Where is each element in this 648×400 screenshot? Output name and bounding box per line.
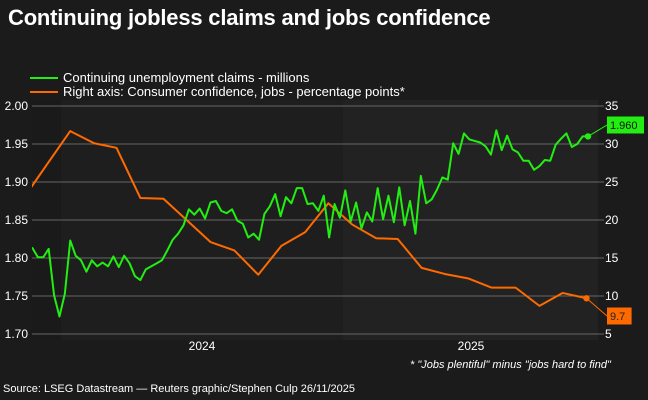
confidence-line: [32, 130, 587, 307]
legend-label-claims: Continuing unemployment claims - million…: [63, 70, 310, 85]
y-right-tick-label: 10: [605, 289, 619, 303]
y-left-tick-label: 1.80: [5, 251, 29, 265]
value-badge-text: 9.7: [610, 311, 625, 323]
claims-line: [32, 129, 589, 318]
chart-title: Continuing jobless claims and jobs confi…: [8, 5, 491, 30]
legend-swatch-green: [30, 76, 58, 79]
y-right-tick-label: 30: [605, 137, 619, 151]
value-badge-leader: [586, 297, 608, 317]
legend-item-confidence: Right axis: Consumer confidence, jobs - …: [30, 84, 405, 99]
y-right-tick-label: 20: [605, 213, 619, 227]
y-left-tick-label: 1.85: [5, 213, 29, 227]
legend-swatch-orange: [30, 90, 58, 93]
y-right-tick-label: 25: [605, 175, 619, 189]
x-tick-label: 2024: [189, 339, 216, 353]
value-badge-text: 1.960: [610, 120, 638, 132]
y-left-tick-label: 1.75: [5, 289, 29, 303]
y-right-tick-label: 5: [605, 327, 612, 341]
value-badge-bg: [607, 116, 644, 134]
confidence-value-badge: 9.7: [607, 307, 632, 325]
value-badge-leader: [587, 124, 608, 137]
source-credit: Source: LSEG Datastream — Reuters graphi…: [3, 383, 355, 395]
legend-label-confidence: Right axis: Consumer confidence, jobs - …: [63, 84, 405, 99]
y-right-tick-label: 35: [605, 99, 619, 113]
claims-value-badge: 1.960: [607, 116, 644, 134]
y-left-tick-label: 1.95: [5, 137, 29, 151]
value-badge-bg: [607, 307, 632, 325]
y-right-tick-label: 15: [605, 251, 619, 265]
y-left-tick-label: 2.00: [5, 99, 29, 113]
y-left-tick-label: 1.90: [5, 175, 29, 189]
x-tick-label: 2025: [458, 339, 485, 353]
footnote: * "Jobs plentiful" minus "jobs hard to f…: [410, 359, 611, 371]
legend-item-claims: Continuing unemployment claims - million…: [30, 70, 309, 85]
y-left-tick-label: 1.70: [5, 327, 29, 341]
